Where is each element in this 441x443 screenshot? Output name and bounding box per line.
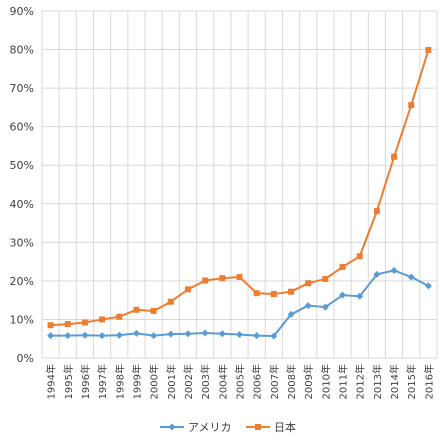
y-tick-label: 70% (10, 82, 34, 95)
y-tick-label: 50% (10, 159, 34, 172)
y-tick-label: 80% (10, 44, 34, 57)
x-tick-label: 1997年 (96, 364, 109, 399)
data-point-square (408, 102, 415, 109)
data-point-diamond (373, 270, 381, 278)
series-2 (47, 46, 432, 329)
data-point-diamond (218, 330, 226, 338)
x-tick-label: 2010年 (319, 364, 332, 399)
series-line (50, 269, 429, 338)
data-point-diamond (98, 332, 106, 340)
x-tick-label: 2003年 (199, 364, 212, 399)
x-tick-label: 2007年 (268, 364, 281, 399)
x-tick-label: 2006年 (251, 364, 264, 399)
y-tick-label: 20% (10, 275, 34, 288)
y-tick-label: 30% (10, 236, 34, 249)
x-tick-label: 2011年 (337, 364, 350, 399)
data-point-diamond (287, 310, 295, 318)
x-tick-label: 2008年 (285, 364, 298, 399)
x-axis-ticks: 1994年 1995年 1996年 1997年 1998年 1999年 2000年 2001年… (45, 364, 436, 399)
data-point-square (270, 290, 277, 297)
series-lines (47, 46, 432, 340)
data-point-diamond (236, 330, 243, 338)
data-point-diamond (81, 331, 89, 339)
y-tick-label: 40% (10, 198, 34, 211)
data-point-square (391, 153, 398, 160)
x-tick-label: 2001年 (165, 364, 178, 399)
data-point-diamond (390, 266, 398, 274)
y-axis-ticks: 0% 10% 20% 30% 40% 50% 60% 70% 80% 90% (10, 5, 34, 365)
data-point-square (305, 280, 312, 287)
data-point-square (167, 298, 174, 305)
data-point-diamond (424, 282, 432, 290)
data-point-square (81, 319, 88, 326)
data-point-square (253, 290, 260, 297)
legend-item-2: 日本 (246, 420, 296, 434)
data-point-square (236, 274, 243, 281)
x-tick-label: 2013年 (371, 364, 384, 399)
x-tick-label: 2004年 (216, 364, 229, 399)
x-tick-label: 2005年 (234, 364, 247, 399)
x-tick-label: 2012年 (354, 364, 367, 399)
x-tick-label: 1998年 (113, 364, 126, 399)
data-point-square (339, 264, 346, 271)
data-point-diamond (253, 332, 261, 340)
series-1 (47, 266, 432, 340)
data-point-square (133, 306, 140, 313)
legend-item-1: アメリカ (160, 421, 231, 434)
x-tick-label: 2015年 (405, 364, 418, 399)
data-point-square (184, 286, 191, 293)
data-point-square (219, 275, 226, 282)
legend: アメリカ 日本 (160, 420, 296, 434)
data-point-square (202, 277, 209, 284)
data-point-square (373, 208, 380, 215)
x-tick-label: 2000年 (148, 364, 161, 399)
data-point-diamond (184, 330, 192, 338)
x-tick-label: 1995年 (62, 364, 75, 399)
x-tick-label: 2009年 (302, 364, 315, 399)
data-point-diamond (339, 291, 347, 299)
data-point-square (150, 307, 157, 314)
data-point-diamond (150, 332, 158, 340)
data-point-square (99, 316, 106, 323)
data-point-diamond (64, 332, 72, 340)
data-point-diamond (132, 329, 140, 337)
x-tick-label: 1994年 (45, 364, 58, 399)
data-point-square (356, 253, 363, 260)
x-tick-label: 1996年 (79, 364, 92, 399)
data-point-diamond (167, 330, 175, 338)
grid (41, 10, 438, 359)
data-point-diamond (270, 332, 278, 340)
data-point-diamond (356, 292, 364, 300)
legend-label: アメリカ (188, 421, 231, 434)
data-point-square (322, 275, 329, 282)
series-line (50, 49, 430, 327)
data-point-diamond (201, 329, 209, 337)
y-tick-label: 10% (10, 313, 34, 326)
data-point-square (425, 46, 432, 53)
data-point-diamond (115, 331, 123, 339)
data-point-diamond (321, 303, 329, 311)
legend-label: 日本 (274, 420, 296, 434)
y-tick-label: 0% (17, 352, 34, 365)
x-tick-label: 2016年 (422, 364, 435, 399)
x-tick-label: 1999年 (130, 364, 143, 399)
data-point-square (116, 313, 123, 320)
x-tick-label: 2014年 (388, 364, 401, 399)
data-point-diamond (304, 302, 312, 310)
data-point-diamond (47, 332, 55, 340)
y-tick-label: 90% (10, 5, 34, 18)
y-tick-label: 60% (10, 121, 34, 134)
data-point-square (47, 322, 54, 329)
legend-marker-diamond (168, 423, 176, 431)
data-point-diamond (407, 273, 415, 281)
legend-marker-square (255, 424, 261, 430)
x-tick-label: 2002年 (182, 364, 195, 399)
data-point-square (64, 321, 71, 328)
data-point-square (288, 288, 295, 295)
